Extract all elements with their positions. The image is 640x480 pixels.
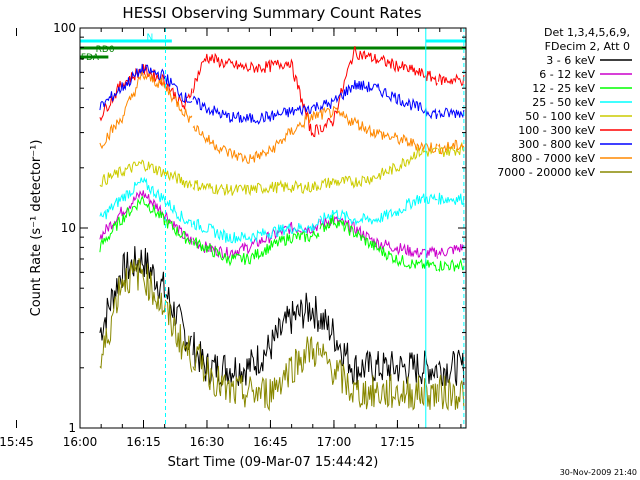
series-line-5 (192, 52, 320, 138)
annotation-rd0: RD0 (96, 45, 115, 55)
legend-label-5: 100 - 300 keV (518, 124, 595, 137)
series-line-7 (99, 70, 193, 150)
legend-label-3: 25 - 50 keV (532, 96, 595, 109)
series-line-4 (99, 159, 193, 189)
timestamp: 30-Nov-2009 21:40 (560, 468, 637, 477)
series-line-0 (319, 309, 438, 385)
series-line-8 (438, 374, 465, 411)
x-tick-label: 16:15 (126, 435, 161, 449)
annotation-fda: FDA (81, 53, 100, 63)
x-tick-label: 16:30 (190, 435, 225, 449)
series-line-3 (192, 218, 320, 244)
series-line-2 (319, 214, 438, 272)
series-line-4 (192, 179, 320, 197)
legend-label-2: 12 - 25 keV (532, 82, 595, 95)
legend-label-8: 7000 - 20000 keV (497, 166, 595, 179)
x-tick-label: 15:45 (0, 435, 34, 449)
x-axis-label: Start Time (09-Mar-07 15:44:42) (168, 455, 379, 470)
series-line-6 (99, 63, 193, 111)
series-line-8 (192, 336, 320, 412)
series-line-5 (438, 73, 465, 87)
series-line-8 (99, 258, 193, 373)
series-line-0 (192, 292, 320, 387)
legend-label-1: 6 - 12 keV (539, 68, 595, 81)
series-line-6 (319, 79, 438, 120)
series-line-4 (319, 146, 438, 191)
y-tick-label: 10 (61, 221, 76, 235)
x-tick-label: 16:00 (63, 435, 98, 449)
legend-label-7: 800 - 7000 keV (511, 152, 595, 165)
series-line-5 (319, 46, 438, 133)
series-line-3 (438, 192, 465, 206)
series-line-6 (438, 107, 465, 119)
series-lines (99, 46, 465, 412)
legend-label-0: 3 - 6 keV (546, 54, 595, 67)
y-axis-label: Count Rate (s⁻¹ detector⁻¹) (29, 140, 44, 317)
y-tick-label: 100 (53, 21, 76, 35)
series-line-2 (192, 230, 320, 267)
series-line-6 (192, 95, 320, 125)
series-line-0 (99, 246, 192, 352)
series-line-1 (438, 243, 465, 257)
series-line-0 (438, 349, 465, 386)
series-line-7 (319, 105, 438, 154)
series-line-3 (99, 176, 193, 228)
x-tick-label: 16:45 (253, 435, 288, 449)
legend: Det 1,3,4,5,6,9, FDecim 2, Att 0 3 - 6 k… (497, 26, 632, 179)
chart-title: HESSI Observing Summary Count Rates (122, 4, 421, 22)
series-line-7 (192, 110, 320, 164)
x-tick-label: 17:15 (380, 435, 415, 449)
legend-label-6: 300 - 800 keV (518, 138, 595, 151)
legend-header-1: Det 1,3,4,5,6,9, (544, 26, 630, 39)
y-tick-label: 1 (68, 421, 76, 435)
series-line-2 (99, 195, 193, 253)
series-line-2 (438, 258, 465, 273)
annotation-n: N (146, 33, 153, 43)
legend-label-4: 50 - 100 keV (525, 110, 595, 123)
axes: 15:45 16:00 16:15 16:30 16:45 17:00 17:15 1 10 10… (0, 21, 466, 449)
x-tick-label: 17:00 (317, 435, 352, 449)
series-line-8 (319, 343, 438, 411)
series-line-3 (319, 193, 438, 226)
legend-header-2: FDecim 2, Att 0 (545, 40, 630, 53)
series-line-7 (438, 139, 465, 155)
